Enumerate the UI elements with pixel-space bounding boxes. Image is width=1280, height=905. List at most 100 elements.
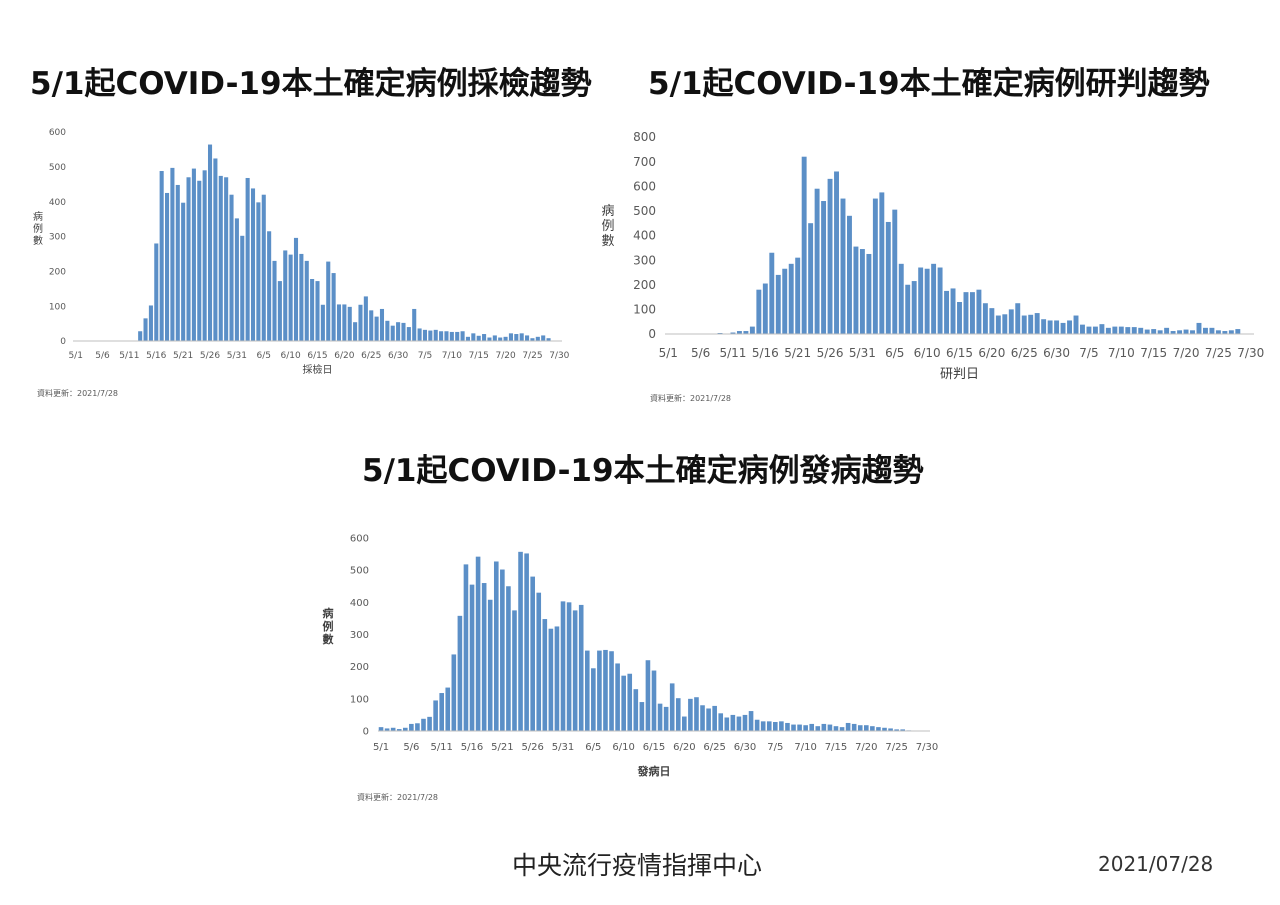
bar	[218, 175, 223, 341]
bar	[736, 331, 742, 334]
bar	[256, 202, 261, 341]
bar	[1151, 329, 1157, 334]
bar	[1183, 329, 1189, 334]
bar	[186, 177, 191, 341]
y-tick-label: 200	[350, 662, 369, 673]
bar	[584, 650, 590, 731]
bar	[900, 729, 906, 731]
y-tick-label: 400	[49, 198, 66, 208]
y-tick-label: 300	[633, 253, 656, 267]
bar	[197, 180, 202, 341]
bar	[885, 221, 891, 334]
bar	[1105, 327, 1111, 334]
bar	[879, 192, 885, 334]
bar	[525, 335, 530, 341]
x-tick-label: 6/25	[361, 351, 381, 361]
bar	[530, 338, 535, 341]
bar	[839, 727, 845, 731]
bar	[688, 698, 693, 731]
bar	[944, 290, 950, 334]
bar	[428, 330, 433, 341]
x-tick-label: 5/26	[521, 742, 543, 753]
bar	[1118, 326, 1124, 334]
bar	[500, 569, 505, 731]
x-tick-label: 5/11	[719, 346, 746, 360]
bar	[514, 334, 519, 341]
bar	[385, 320, 390, 341]
bar	[821, 723, 827, 731]
bar	[669, 683, 675, 731]
bar	[736, 716, 742, 731]
bar	[138, 331, 143, 341]
bar	[894, 729, 899, 731]
data-update-note: 資料更新：2021/7/28	[37, 389, 119, 398]
bar	[415, 723, 420, 731]
bar	[293, 237, 299, 341]
bar	[911, 281, 917, 334]
bar	[963, 292, 969, 334]
bar	[578, 604, 584, 731]
bar	[506, 586, 511, 731]
bar	[969, 292, 975, 334]
y-tick-label: 500	[49, 163, 66, 173]
bar	[272, 260, 277, 341]
footer-date: 2021/07/28	[1098, 852, 1214, 876]
y-tick-label: 100	[633, 303, 656, 317]
x-tick-label: 5/1	[68, 351, 82, 361]
bar	[756, 289, 762, 334]
bar	[888, 728, 893, 731]
bar	[261, 194, 266, 341]
footer-organization: 中央流行疫情指揮中心	[512, 851, 763, 880]
bar	[439, 331, 444, 341]
bar	[530, 576, 535, 731]
bar	[482, 334, 487, 341]
bar	[876, 727, 881, 731]
bar	[1215, 330, 1221, 334]
bar	[175, 184, 180, 341]
x-axis-title: 採檢日	[303, 363, 333, 376]
bar	[827, 178, 833, 334]
bar	[762, 283, 768, 334]
bar	[245, 177, 250, 341]
bar	[1235, 329, 1241, 334]
data-update-note: 資料更新：2021/7/28	[650, 394, 732, 403]
bar	[493, 561, 499, 731]
x-tick-label: 5/6	[403, 742, 419, 753]
bar	[1157, 330, 1163, 334]
bar	[304, 260, 309, 341]
bar	[1209, 327, 1215, 334]
bar	[1112, 326, 1118, 334]
bar	[519, 333, 524, 341]
y-tick-label: 800	[633, 130, 656, 144]
bar	[1021, 315, 1027, 334]
bar	[1008, 309, 1014, 335]
bar	[512, 610, 517, 732]
bar	[773, 721, 778, 731]
bar	[310, 279, 315, 341]
bar	[421, 718, 426, 731]
bar	[845, 722, 851, 731]
bar	[1190, 330, 1195, 334]
bar	[779, 721, 784, 731]
x-tick-label: 6/5	[585, 742, 601, 753]
x-tick-label: 6/30	[734, 742, 756, 753]
bar	[633, 689, 639, 731]
x-tick-label: 6/10	[612, 742, 634, 753]
bar	[1092, 326, 1098, 334]
bar	[358, 304, 363, 341]
bar	[609, 651, 614, 731]
bar	[1047, 320, 1053, 334]
x-tick-label: 6/20	[334, 351, 354, 361]
bar	[621, 675, 626, 731]
bar	[730, 714, 736, 731]
bar	[1028, 314, 1034, 334]
x-tick-label: 6/20	[673, 742, 695, 753]
bar	[795, 257, 801, 334]
bar	[847, 215, 852, 334]
bar	[1125, 327, 1131, 334]
bar	[422, 329, 428, 341]
bar	[154, 243, 159, 341]
bar	[1002, 314, 1008, 334]
bar	[1177, 330, 1183, 334]
x-tick-label: 5/1	[373, 742, 389, 753]
